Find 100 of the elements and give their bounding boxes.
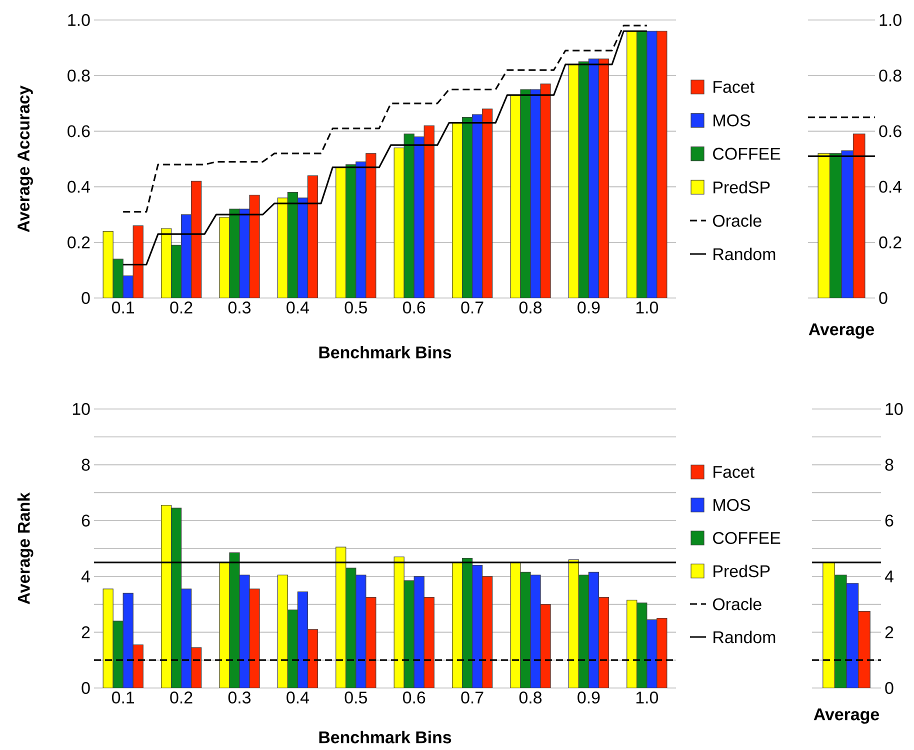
bar	[598, 597, 610, 688]
bar	[568, 64, 579, 298]
x-tick-label: 0.5	[344, 302, 367, 314]
bar	[102, 588, 114, 688]
bar	[366, 597, 376, 688]
bar	[636, 602, 648, 688]
y-tick-label: 0.6	[68, 125, 90, 138]
y-tick-label: 2	[885, 626, 894, 638]
y-tick-label: 8	[885, 458, 894, 471]
bar	[656, 618, 668, 688]
legend-label: PredSP	[714, 564, 770, 578]
bar	[277, 574, 288, 688]
bar	[122, 275, 134, 298]
bar	[646, 619, 658, 688]
bar	[646, 30, 658, 298]
x-tick-label: 0.8	[519, 302, 542, 314]
x-tick-label: 0.7	[461, 692, 484, 704]
y-tick-label: 2	[82, 626, 90, 638]
x-tick-label: 0.1	[112, 302, 134, 314]
bar	[588, 572, 600, 688]
x-tick-label: 1.0	[636, 692, 658, 704]
y-tick-label: 1.0	[880, 14, 902, 26]
bar	[346, 568, 356, 688]
bar	[578, 61, 590, 298]
x-tick-label: 0.9	[578, 692, 600, 704]
bar	[132, 225, 144, 298]
bar	[462, 558, 473, 688]
y-tick-label: 6	[82, 514, 90, 527]
bar	[191, 180, 202, 298]
y-tick-label: 0.4	[879, 180, 902, 193]
bar	[452, 122, 463, 298]
y-tick-label: 0	[82, 682, 90, 694]
bar	[336, 167, 346, 298]
bar	[626, 600, 638, 688]
bar	[404, 580, 414, 688]
x-tick-label: 0.1	[112, 692, 134, 704]
x-tick-label: 0.2	[170, 302, 192, 314]
bar	[307, 629, 318, 688]
y-tick-label: 0.4	[68, 180, 90, 193]
legend-label: PredSP	[714, 180, 770, 194]
y-tick-label: 1.0	[68, 14, 90, 26]
y-tick-label: 8	[82, 458, 90, 471]
bar	[414, 136, 424, 298]
legend-label: Random	[714, 630, 776, 644]
bar	[394, 148, 404, 298]
bar	[462, 116, 473, 298]
legend-label: Oracle	[713, 598, 762, 610]
bar	[160, 504, 172, 688]
bar	[170, 508, 182, 688]
legend-label: MOS	[714, 114, 750, 126]
bar	[132, 644, 144, 688]
bar	[568, 559, 579, 688]
legend-label: COFFEE	[713, 148, 780, 160]
legend-label: Random	[714, 248, 776, 260]
y-tick-label: 6	[885, 514, 894, 527]
bar	[277, 198, 288, 298]
bar	[181, 588, 192, 688]
bar	[356, 161, 366, 298]
y-tick-label: 0.2	[879, 236, 902, 248]
y-tick-label: 10	[72, 403, 90, 415]
bar	[297, 591, 308, 688]
bar	[112, 620, 124, 688]
x-tick-label: 0.8	[519, 692, 542, 704]
y-tick-label: 0.6	[879, 125, 902, 138]
x-tick-label: 1.0	[636, 302, 658, 314]
bar	[482, 108, 493, 298]
bar	[482, 576, 493, 688]
x-axis-title: Benchmark Bins	[319, 346, 452, 358]
bar	[366, 153, 376, 298]
legend-label: Facet	[714, 466, 754, 478]
bar	[578, 574, 590, 688]
bar	[336, 546, 346, 688]
x-tick-label: 0.3	[228, 692, 251, 704]
bar	[160, 228, 172, 298]
y-tick-label: 0	[879, 292, 888, 304]
x-tick-label: 0.3	[228, 302, 251, 314]
bar	[181, 214, 192, 298]
legend-label: COFFEE	[713, 532, 780, 544]
y-tick-label: 4	[884, 570, 894, 582]
x-tick-label: Average	[808, 324, 874, 339]
bar	[170, 244, 182, 298]
bar	[472, 564, 483, 688]
bar	[424, 597, 434, 688]
bar	[656, 30, 668, 298]
y-tick-label: 4	[81, 570, 90, 582]
x-tick-label: 0.7	[461, 302, 484, 314]
x-tick-label: 0.6	[402, 692, 426, 704]
x-tick-label: 0.5	[344, 692, 367, 704]
x-tick-label: 0.4	[286, 302, 309, 314]
bar	[598, 58, 610, 298]
bar	[191, 647, 202, 688]
bar	[424, 126, 434, 298]
bar	[588, 58, 600, 298]
legend-label: Facet	[714, 81, 754, 93]
legend-label: Oracle	[713, 214, 762, 227]
x-axis-title: Benchmark Bins	[319, 730, 452, 744]
x-tick-label: Average	[814, 708, 880, 724]
x-tick-label: 0.4	[286, 692, 309, 704]
bar	[102, 230, 114, 298]
bar	[472, 114, 483, 298]
